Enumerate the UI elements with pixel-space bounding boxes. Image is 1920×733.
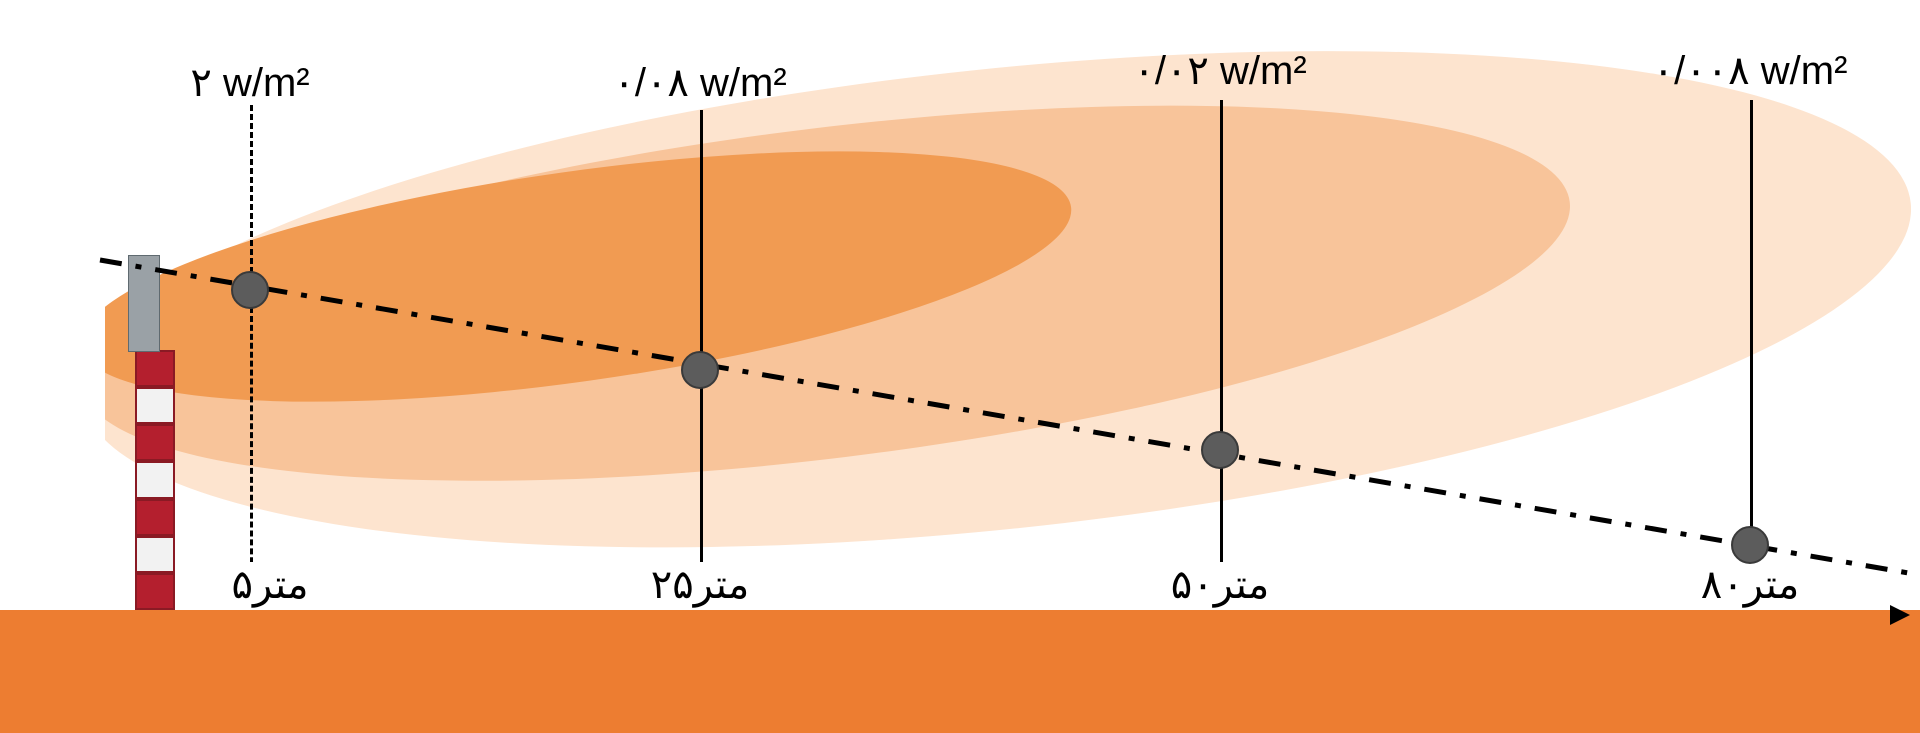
left-mask [0,0,105,610]
distance-label: ۲۵متر [645,562,756,608]
leader-line-top [250,105,253,273]
tower-segment [135,536,175,573]
tower-segment [135,461,175,498]
leader-line-top [1750,100,1753,528]
power-density-label: ۲ w/m² [190,60,309,106]
tower-segment [135,350,175,387]
tower-segment [135,573,175,610]
power-density-label: ۰/۰۰۸ w/m² [1653,48,1848,94]
measurement-point [1731,526,1769,564]
measurement-point [231,271,269,309]
power-density-label: ۰/۰۸ w/m² [613,60,786,106]
ground [0,610,1920,733]
leader-line-top [1220,100,1223,433]
leader-line-top [700,110,703,353]
distance-label: ۵۰متر [1165,562,1276,608]
antenna-radiation-diagram: ۲ w/m² ۵متر ۰/۰۸ w/m² ۲۵متر ۰/۰۲ w/m² ۵۰متر ۰/… [0,0,1920,733]
distance-label: ۸۰متر [1695,562,1806,608]
tower-segment [135,424,175,461]
distance-label: ۵متر [225,562,314,608]
tower-segment [135,499,175,536]
antenna [128,255,160,352]
measurement-point [681,351,719,389]
tower-segment [135,387,175,424]
measurement-point [1201,431,1239,469]
power-density-label: ۰/۰۲ w/m² [1133,48,1306,94]
